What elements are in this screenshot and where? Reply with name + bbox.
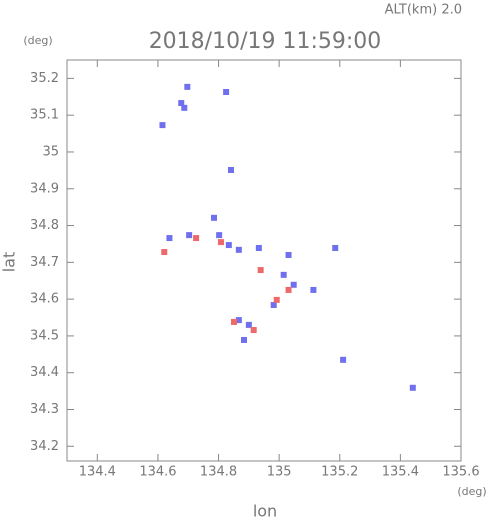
echo-point <box>181 104 188 111</box>
chart-title: 2018/10/19 11:59:00 <box>149 29 382 54</box>
echo-point <box>290 281 297 288</box>
y-axis-label: lat <box>0 252 19 273</box>
echo-point <box>159 122 166 129</box>
subtitle: ALT(km) 2.0 <box>385 3 462 18</box>
x-tick-label: 135 <box>267 465 292 480</box>
y-tick-label: 34.2 <box>30 439 59 454</box>
echo-point <box>285 251 292 258</box>
echo-point <box>235 246 242 253</box>
y-tick-label: 34.8 <box>30 218 59 233</box>
y-tick-label: 34.5 <box>30 328 59 343</box>
x-tick-label: 135.2 <box>321 465 358 480</box>
echo-point <box>280 271 287 278</box>
y-tick-label: 34.4 <box>30 365 59 380</box>
plot-frame <box>66 59 462 462</box>
x-tick-label: 135.4 <box>382 465 419 480</box>
echo-point <box>161 249 168 256</box>
echo-point <box>178 100 185 107</box>
x-tick-label: 134.6 <box>139 465 176 480</box>
x-tick-label: 134.4 <box>79 465 116 480</box>
echo-point <box>340 356 347 363</box>
echo-point <box>166 235 173 242</box>
y-tick-label: 34.6 <box>30 292 59 307</box>
echo-point <box>230 318 237 325</box>
echo-point <box>285 286 292 293</box>
y-tick-label: 34.3 <box>30 402 59 417</box>
y-unit: (deg) <box>23 34 52 47</box>
echo-point <box>225 242 232 249</box>
x-tick-label: 134.8 <box>200 465 237 480</box>
echo-point <box>235 317 242 324</box>
echo-point <box>273 296 280 303</box>
echo-point <box>216 232 223 239</box>
echo-point <box>217 239 224 246</box>
echo-point <box>223 89 230 96</box>
echo-point <box>257 267 264 274</box>
echo-point <box>193 235 200 242</box>
echo-point <box>255 244 262 251</box>
echo-point <box>186 232 193 239</box>
echo-point <box>245 321 252 328</box>
y-tick-label: 35 <box>42 144 59 159</box>
x-tick-label: 135.6 <box>442 465 479 480</box>
echo-point <box>184 83 191 90</box>
echo-point <box>227 166 234 173</box>
echo-point <box>250 327 257 334</box>
echo-point <box>210 214 217 221</box>
echo-point <box>240 336 247 343</box>
y-tick-label: 35.2 <box>30 71 59 86</box>
y-tick-label: 34.7 <box>30 255 59 270</box>
x-unit: (deg) <box>457 485 486 498</box>
echo-point <box>332 244 339 251</box>
echo-point <box>409 384 416 391</box>
x-axis-label: lon <box>253 502 277 521</box>
y-tick-label: 35.1 <box>30 108 59 123</box>
echo-point <box>270 302 277 309</box>
y-tick-label: 34.9 <box>30 181 59 196</box>
echo-point <box>310 286 317 293</box>
